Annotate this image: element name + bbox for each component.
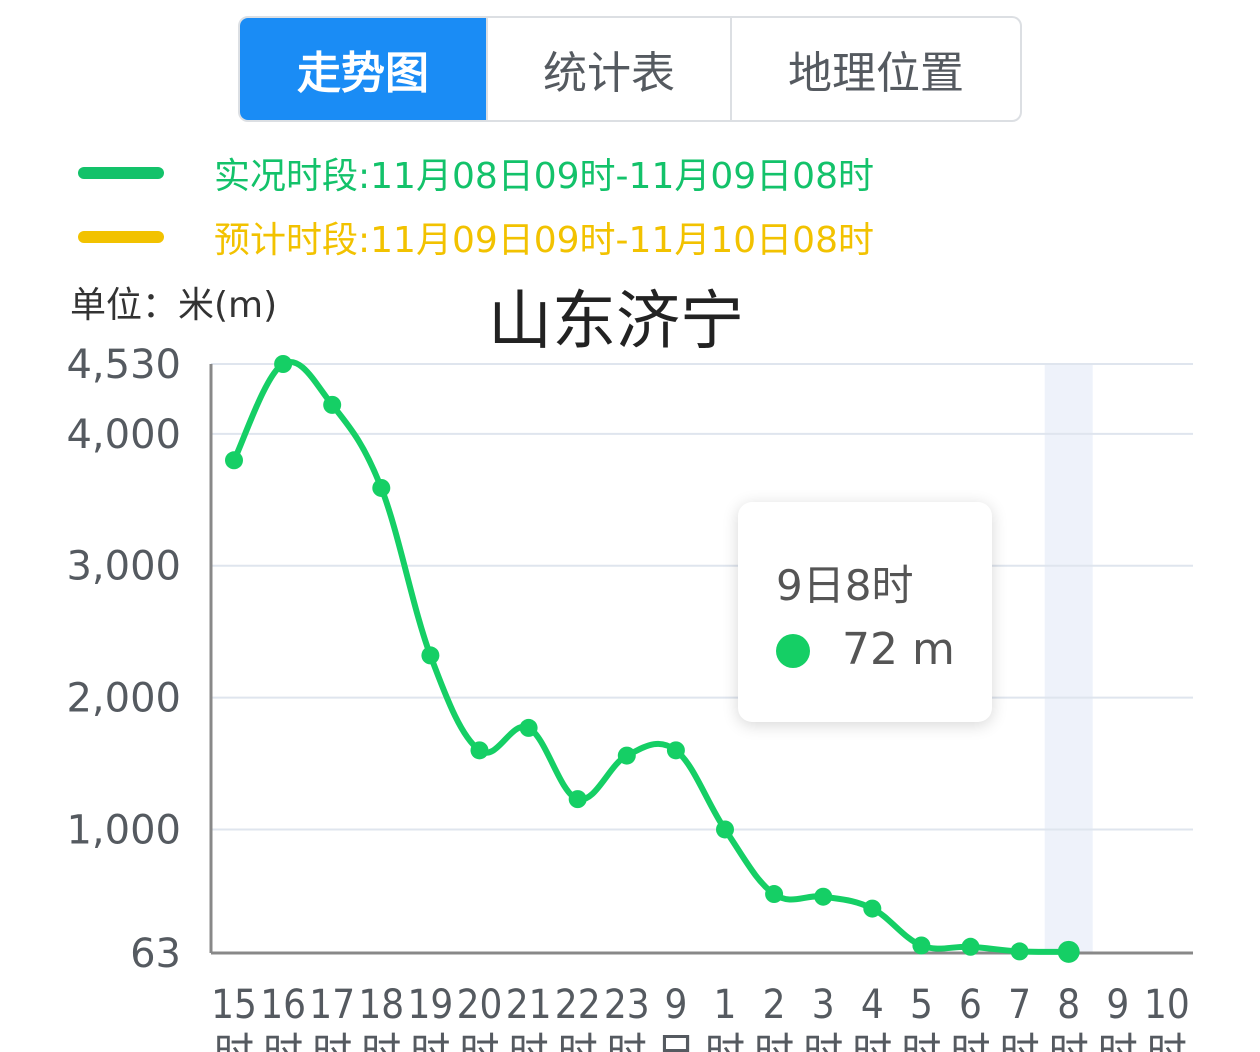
tab-statistics[interactable]: 统计表	[486, 18, 730, 120]
data-point	[519, 718, 538, 737]
x-tick-label: 1	[714, 982, 737, 1028]
tooltip-value: 72 m	[842, 624, 955, 675]
x-tick-label-suffix: 时	[509, 1030, 549, 1052]
x-tick-label: 8	[1057, 982, 1080, 1028]
y-tick-label: 1,000	[66, 807, 181, 853]
x-tick-label-suffix: 日	[656, 1030, 696, 1052]
x-tick-label: 22	[555, 982, 601, 1028]
data-point	[716, 820, 734, 839]
hover-band	[1044, 364, 1093, 953]
x-tick-label-suffix: 时	[1049, 1030, 1089, 1052]
y-tick-label: 4,530	[66, 342, 181, 388]
x-tick-label: 18	[358, 982, 404, 1028]
x-tick-label: 9	[1106, 982, 1129, 1028]
data-point	[274, 355, 293, 373]
legend-forecast-swatch	[78, 231, 164, 243]
x-tick-label-suffix: 时	[607, 1030, 647, 1052]
y-tick-label: 3,000	[66, 544, 181, 590]
data-tooltip: 9日8时 72 m	[738, 502, 992, 722]
x-tick-label-suffix: 时	[803, 1030, 843, 1052]
tooltip-series-dot	[776, 634, 810, 668]
y-tick-label: 2,000	[66, 676, 181, 722]
x-tick-label: 21	[506, 982, 552, 1028]
legend-observed: 实况时段:11月08日09时-11月09日08时	[78, 148, 874, 198]
data-point	[666, 741, 685, 760]
x-tick-label-suffix: 时	[951, 1030, 991, 1052]
x-tick-label: 10	[1144, 982, 1190, 1028]
data-point	[323, 395, 342, 414]
x-tick-label: 19	[408, 982, 454, 1028]
x-tick-label-suffix: 时	[214, 1030, 254, 1052]
data-point	[765, 885, 784, 904]
x-tick-label-suffix: 时	[1147, 1030, 1187, 1052]
data-point	[961, 937, 980, 956]
data-point	[421, 646, 440, 665]
x-tick-label: 6	[959, 982, 982, 1028]
x-tick-label-suffix: 时	[754, 1030, 794, 1052]
x-tick-label-suffix: 时	[558, 1030, 598, 1052]
x-tick-label: 16	[260, 982, 306, 1028]
legend-observed-text: 实况时段:11月08日09时-11月09日08时	[214, 156, 874, 197]
x-tick-label: 17	[309, 982, 355, 1028]
x-tick-label-suffix: 时	[361, 1030, 401, 1052]
x-tick-label-suffix: 时	[1098, 1030, 1138, 1052]
legend-forecast-text: 预计时段:11月09日09时-11月10日08时	[214, 220, 874, 261]
x-tick-label-suffix: 时	[901, 1030, 941, 1052]
x-tick-label-suffix: 时	[312, 1030, 352, 1052]
x-tick-label-suffix: 时	[263, 1030, 303, 1052]
y-tick-label: 63	[130, 931, 181, 977]
legend-forecast: 预计时段:11月09日09时-11月10日08时	[78, 212, 874, 262]
data-point	[225, 451, 243, 470]
data-point	[372, 478, 391, 497]
x-tick-label: 4	[861, 982, 884, 1028]
x-tick-label-suffix: 时	[852, 1030, 892, 1052]
x-tick-label: 23	[604, 982, 650, 1028]
y-tick-label: 4,000	[66, 412, 181, 458]
x-tick-label-suffix: 时	[410, 1030, 450, 1052]
data-point	[863, 899, 882, 918]
x-tick-label-suffix: 时	[460, 1030, 500, 1052]
data-point	[1057, 940, 1080, 963]
chart-title: 山东济宁	[488, 285, 744, 359]
tab-location[interactable]: 地理位置	[730, 18, 1020, 120]
x-tick-label-suffix: 时	[705, 1030, 745, 1052]
x-tick-label-suffix: 时	[1000, 1030, 1040, 1052]
data-point	[912, 936, 931, 955]
x-tick-label: 5	[910, 982, 933, 1028]
series-line	[231, 359, 1072, 955]
view-tabs: 走势图 统计表 地理位置	[238, 16, 1022, 122]
x-tick-label: 3	[812, 982, 835, 1028]
data-point	[617, 746, 636, 765]
x-tick-label: 15	[211, 982, 257, 1028]
x-tick-label: 2	[763, 982, 786, 1028]
x-tick-label: 7	[1008, 982, 1031, 1028]
x-tick-label: 9	[664, 982, 687, 1028]
x-tick-label: 20	[457, 982, 503, 1028]
data-point	[814, 887, 833, 906]
tooltip-title: 9日8时	[776, 561, 914, 610]
data-point	[1010, 942, 1029, 961]
unit-label: 单位：米(m)	[70, 285, 278, 326]
legend-observed-swatch	[78, 167, 164, 179]
data-point	[568, 790, 587, 809]
data-point	[470, 741, 489, 760]
tab-trend[interactable]: 走势图	[240, 18, 486, 120]
